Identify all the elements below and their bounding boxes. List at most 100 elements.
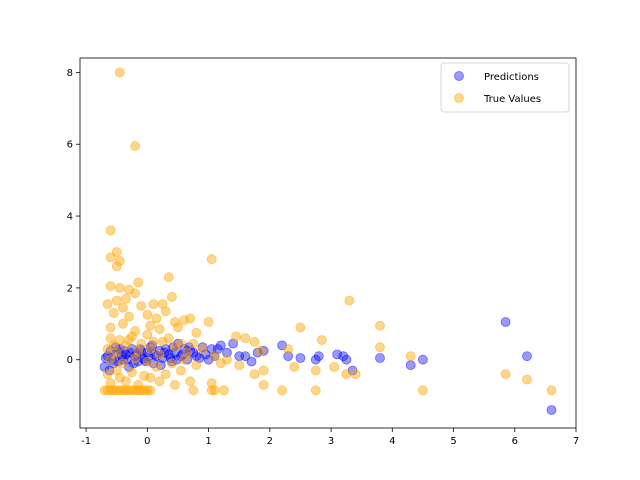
data-point: [350, 369, 361, 380]
data-point: [182, 347, 193, 358]
data-point: [137, 353, 148, 363]
data-point: [145, 320, 156, 331]
data-point: [133, 379, 144, 390]
x-tick-label: 7: [573, 436, 579, 447]
data-point: [121, 293, 131, 304]
data-point: [176, 365, 186, 376]
data-point: [111, 365, 122, 376]
data-point: [124, 311, 134, 322]
data-point: [313, 351, 324, 362]
data-point: [341, 369, 352, 380]
data-point: [148, 299, 159, 310]
data-point: [118, 318, 128, 329]
data-point: [375, 353, 385, 363]
data-point: [197, 344, 208, 354]
data-point: [191, 360, 202, 371]
data-point: [332, 349, 343, 360]
data-point: [105, 354, 116, 365]
data-point: [255, 345, 266, 356]
x-tick-label: 3: [328, 436, 334, 447]
data-point: [116, 351, 127, 362]
data-point: [206, 254, 217, 265]
legend-label: Predictions: [484, 72, 539, 83]
data-point: [215, 358, 226, 369]
data-point: [154, 376, 165, 387]
data-point: [145, 385, 156, 396]
data-point: [124, 284, 134, 295]
data-point: [179, 315, 190, 326]
data-point: [154, 324, 165, 335]
data-point: [133, 345, 144, 356]
y-tick-label: 2: [67, 283, 73, 294]
data-point: [500, 317, 511, 327]
data-point: [203, 354, 214, 365]
data-point: [139, 370, 150, 381]
data-point: [231, 331, 242, 342]
data-point: [142, 385, 153, 396]
data-point: [283, 351, 294, 362]
data-point: [151, 351, 162, 362]
data-point: [130, 141, 141, 151]
data-point: [111, 261, 122, 272]
data-point: [209, 385, 220, 396]
x-tick-label: 2: [267, 436, 273, 447]
data-point: [124, 361, 134, 372]
data-point: [145, 372, 156, 383]
legend-marker: [454, 93, 464, 103]
data-point: [234, 360, 245, 371]
x-tick-label: -1: [81, 436, 91, 447]
data-point: [169, 379, 180, 390]
data-point: [142, 309, 153, 320]
y-tick-label: 0: [67, 355, 73, 366]
data-point: [121, 376, 131, 387]
data-point: [222, 354, 232, 365]
data-point: [119, 345, 129, 356]
data-point: [124, 335, 134, 345]
data-point: [166, 291, 177, 302]
data-point: [405, 351, 416, 362]
x-tick-label: 1: [205, 436, 211, 447]
data-point: [375, 342, 385, 353]
legend-box: [440, 62, 570, 113]
data-point: [249, 336, 260, 347]
data-point: [206, 378, 217, 389]
data-point: [212, 344, 223, 354]
data-point: [249, 369, 260, 380]
data-point: [111, 295, 122, 306]
data-point: [130, 288, 141, 299]
data-point: [522, 351, 532, 362]
y-tick-label: 8: [67, 68, 73, 79]
data-point: [194, 353, 205, 363]
data-point: [258, 365, 269, 376]
data-point: [136, 300, 147, 311]
data-point: [118, 302, 128, 313]
data-point: [522, 374, 532, 385]
data-point: [160, 369, 171, 380]
data-point: [258, 379, 269, 390]
plot-area: [99, 67, 557, 415]
data-point: [295, 353, 306, 363]
data-point: [160, 306, 171, 317]
data-point: [206, 385, 217, 396]
data-point: [417, 354, 428, 365]
data-point: [277, 385, 288, 396]
data-point: [185, 313, 196, 324]
data-point: [105, 225, 116, 236]
data-point: [173, 322, 183, 333]
data-point: [417, 385, 428, 396]
data-point: [118, 358, 128, 369]
data-point: [102, 344, 113, 354]
y-tick-label: 4: [67, 212, 73, 223]
data-point: [310, 385, 321, 396]
data-point: [136, 338, 147, 349]
data-point: [142, 329, 153, 340]
data-point: [329, 361, 340, 372]
data-point: [145, 344, 156, 354]
data-point: [188, 385, 199, 396]
data-point: [283, 344, 294, 354]
data-point: [546, 405, 557, 415]
data-point: [277, 340, 288, 351]
legend-label: True Values: [483, 94, 541, 105]
data-point: [105, 333, 116, 344]
